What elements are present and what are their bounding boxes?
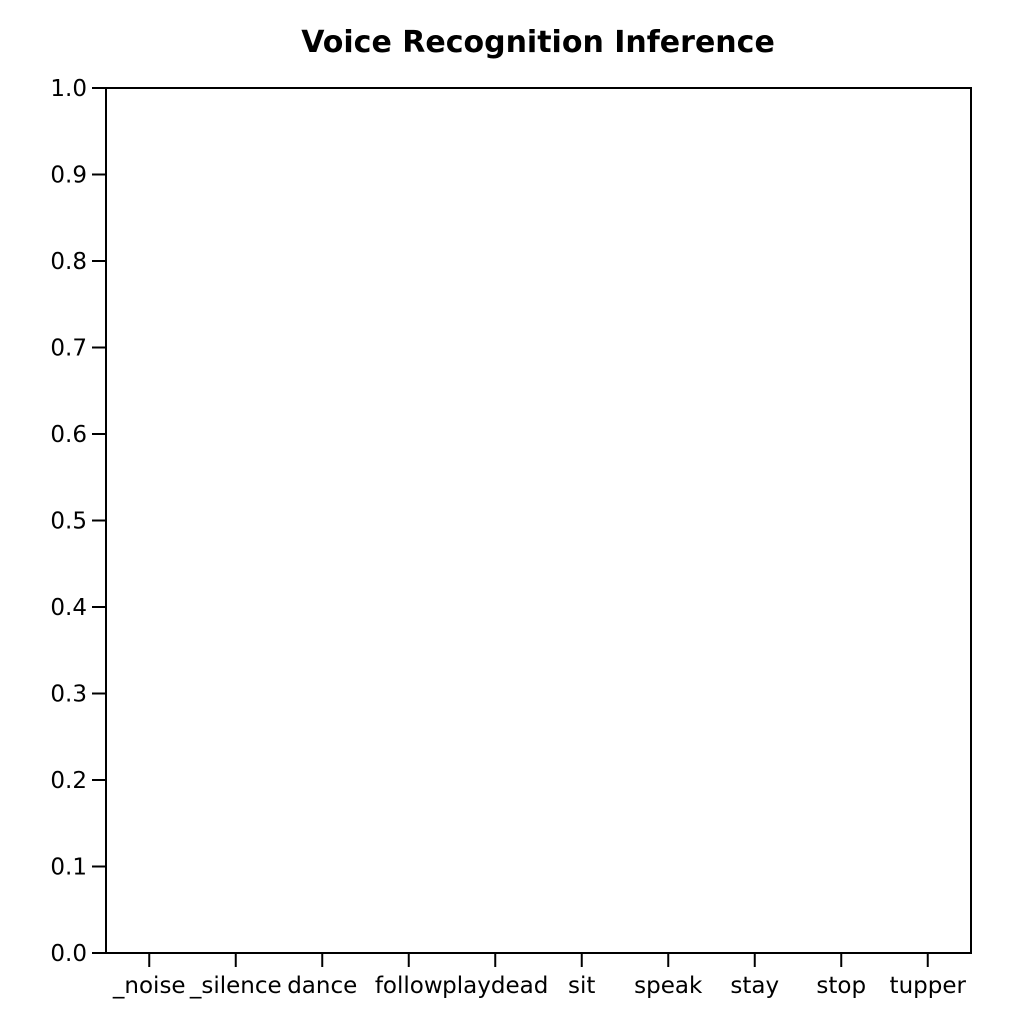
- x-tick-label: playdead: [442, 973, 548, 999]
- x-axis: _noise _silence dance follow playdead sit spea…: [112, 953, 967, 999]
- y-tick-label: 0.0: [50, 941, 87, 967]
- x-tick-label: _noise: [112, 973, 186, 999]
- y-tick-label: 0.8: [50, 249, 87, 275]
- plot-frame: [105, 87, 972, 954]
- y-tick-label: 0.3: [50, 682, 87, 708]
- y-axis: 0.0 0.1 0.2 0.3 0.4 0.5 0.6 0.7 0.8 0.9 1.0: [50, 76, 106, 967]
- y-tick-label: 0.4: [50, 595, 87, 621]
- x-tick-label: stop: [816, 973, 866, 999]
- x-tick-label: dance: [287, 973, 357, 999]
- x-tick-label: stay: [730, 973, 779, 999]
- x-tick-label: sit: [568, 973, 595, 999]
- x-tick-label: tupper: [890, 973, 967, 999]
- x-tick-label: follow: [375, 973, 443, 999]
- y-tick-label: 0.6: [50, 422, 87, 448]
- x-tick-label: _silence: [189, 973, 282, 999]
- y-tick-label: 0.5: [50, 509, 87, 535]
- plot-area: [105, 87, 972, 954]
- chart-title: Voice Recognition Inference: [301, 25, 775, 60]
- y-tick-label: 0.9: [50, 163, 87, 189]
- y-tick-label: 0.7: [50, 336, 87, 362]
- y-tick-label: 1.0: [50, 76, 87, 102]
- x-tick-label: speak: [634, 973, 703, 999]
- y-tick-label: 0.2: [50, 768, 87, 794]
- y-tick-label: 0.1: [50, 855, 87, 881]
